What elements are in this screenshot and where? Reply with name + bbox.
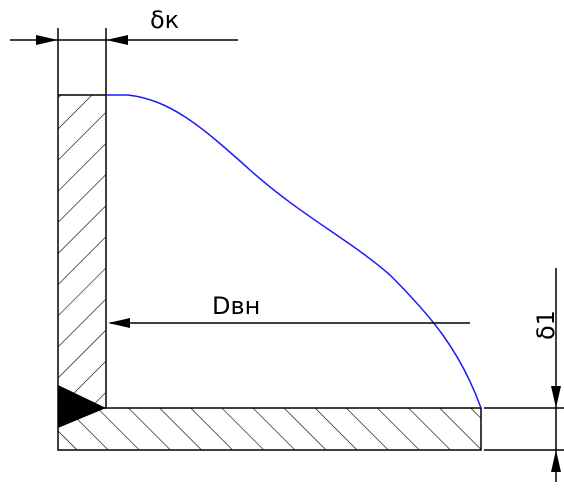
inner-diameter-dimension (108, 318, 470, 328)
bottom-thickness-label: δ1 (532, 310, 560, 340)
profile-curve (106, 94, 482, 409)
inner-diameter-label: Dвн (212, 292, 260, 320)
weld (58, 385, 106, 428)
bottom-thickness-dimension (484, 268, 564, 482)
wall (57, 94, 107, 409)
wall-thickness-label: δк (150, 6, 179, 34)
bottom-plate (57, 407, 482, 451)
wall-thickness-dimension (10, 28, 238, 95)
